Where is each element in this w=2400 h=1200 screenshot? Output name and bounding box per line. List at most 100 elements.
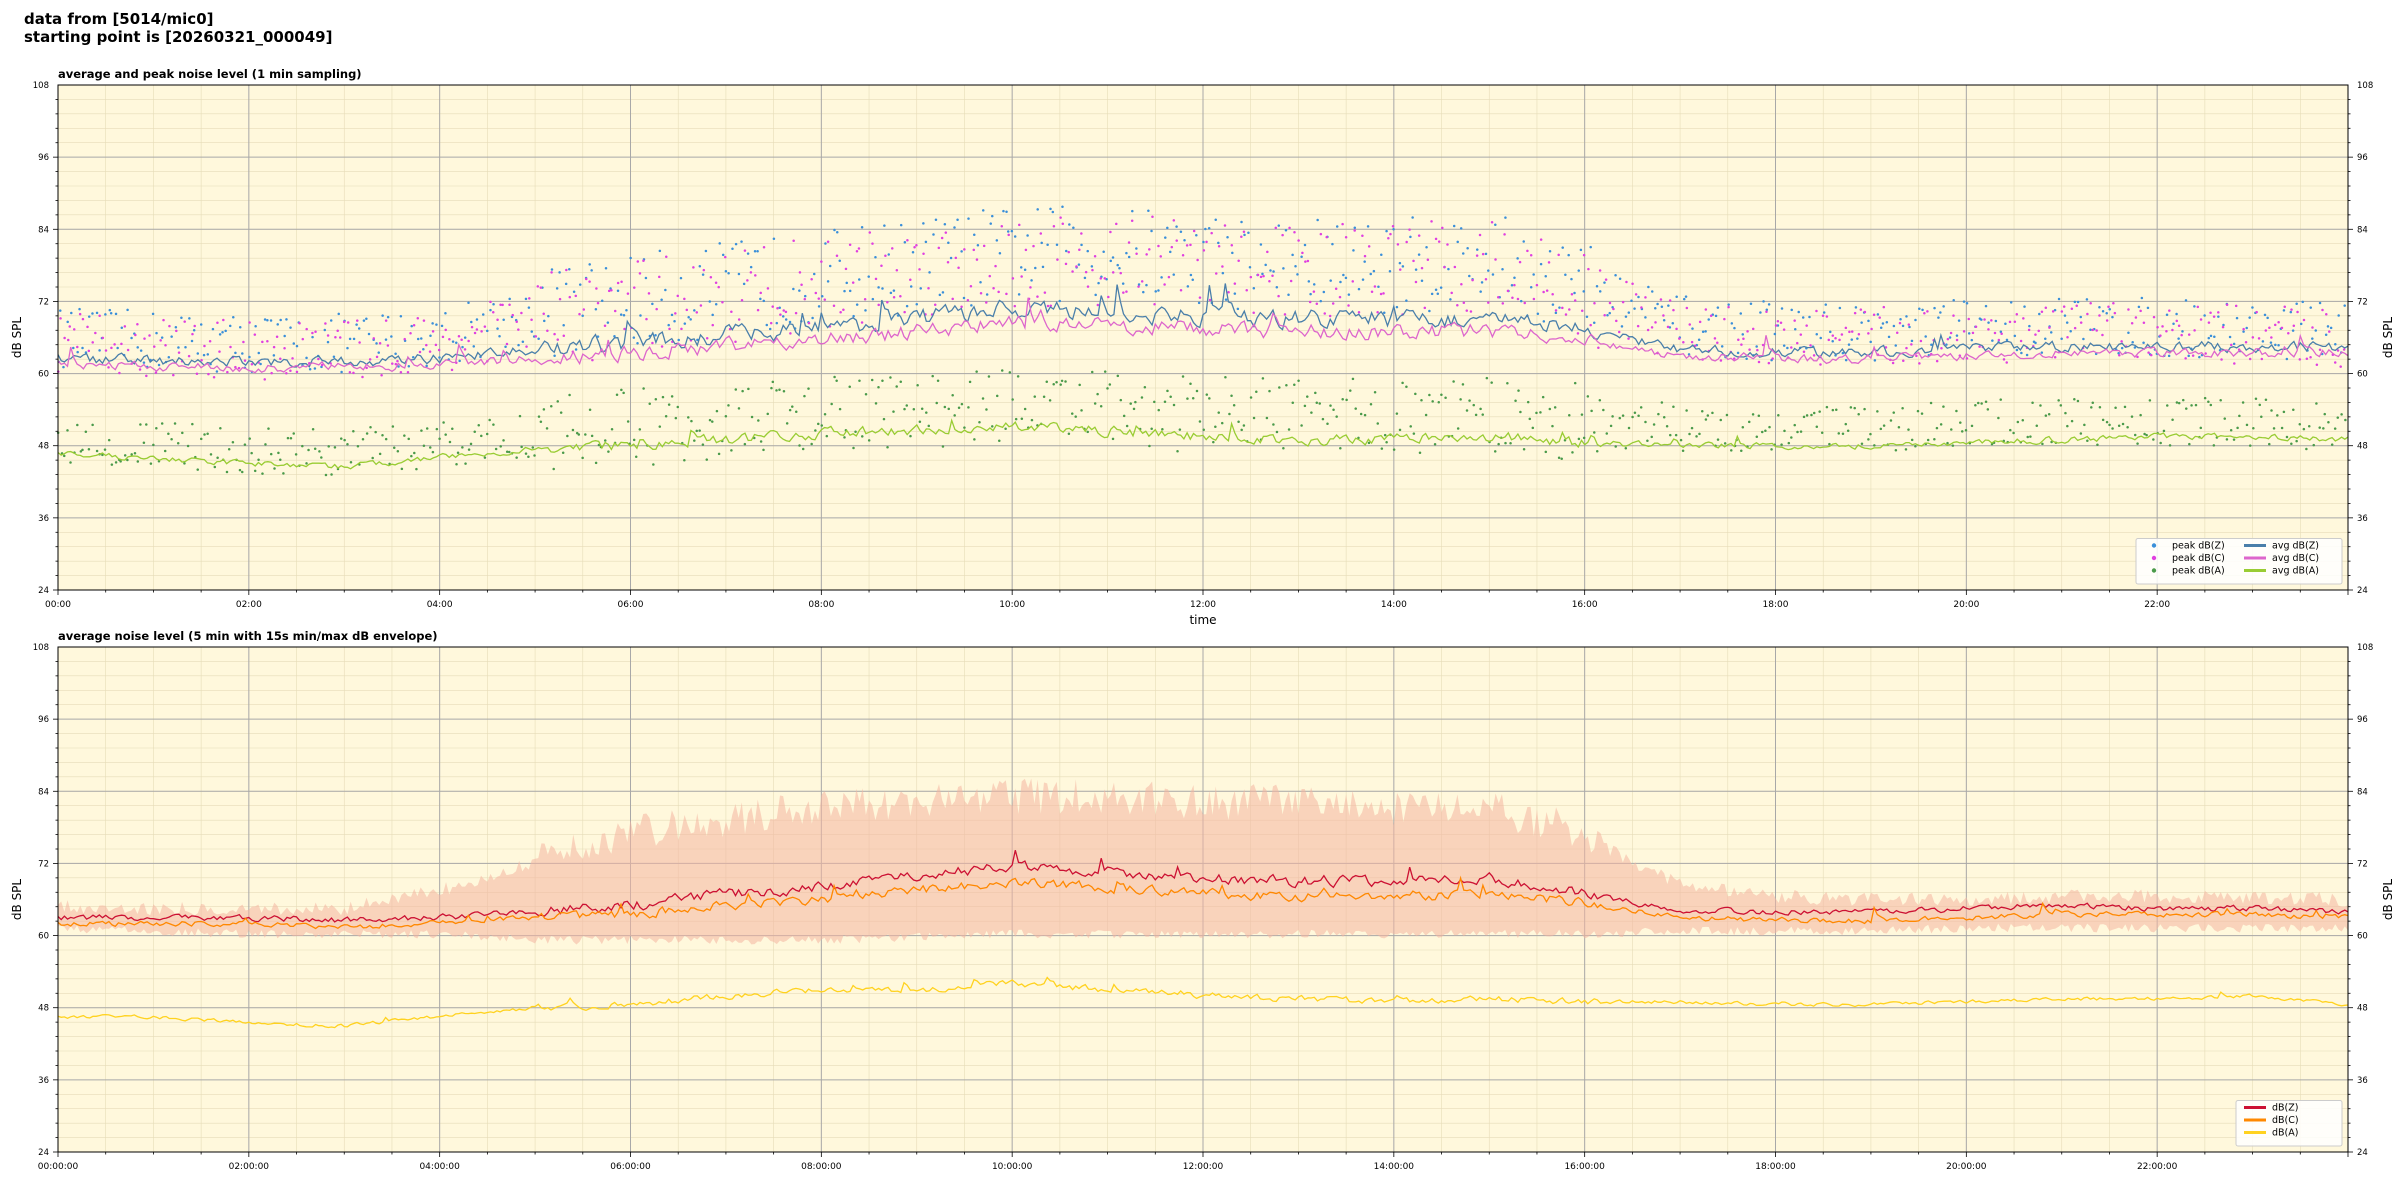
y-tick-label-left: 36 — [38, 514, 49, 524]
scatter-point — [2280, 326, 2284, 330]
scatter-point — [1484, 277, 1488, 281]
scatter-point — [2188, 442, 2191, 446]
scatter-point — [1684, 295, 1688, 298]
y-tick-label-right: 36 — [2357, 1076, 2368, 1086]
scatter-point — [2137, 305, 2141, 309]
scatter-point — [203, 433, 206, 436]
scatter-point — [717, 452, 721, 456]
scatter-point — [1838, 306, 1842, 310]
scatter-point — [596, 335, 600, 338]
scatter-point — [839, 311, 842, 314]
scatter-point — [679, 276, 683, 280]
scatter-point — [582, 308, 586, 311]
scatter-point — [324, 473, 328, 477]
scatter-point — [76, 345, 79, 349]
scatter-point — [912, 407, 916, 411]
scatter-point — [1815, 309, 1818, 313]
scatter-point — [2198, 355, 2201, 359]
scatter-point — [1757, 360, 1761, 364]
scatter-point — [1809, 344, 1812, 347]
scatter-point — [1701, 330, 1705, 334]
scatter-point — [705, 458, 709, 461]
scatter-point — [2312, 443, 2315, 447]
scatter-point — [953, 226, 956, 229]
scatter-point — [1373, 285, 1377, 288]
scatter-point — [1620, 325, 1624, 328]
scatter-point — [243, 443, 247, 446]
scatter-point — [695, 429, 698, 433]
scatter-point — [188, 317, 191, 320]
scatter-point — [2213, 335, 2216, 339]
scatter-point — [606, 321, 610, 324]
scatter-point — [1999, 330, 2003, 334]
scatter-point — [1604, 278, 1608, 281]
scatter-point — [320, 365, 323, 369]
scatter-point — [1208, 298, 1212, 302]
y-tick-label-left: 108 — [33, 643, 49, 653]
scatter-point — [1519, 299, 1523, 303]
scatter-point — [1532, 273, 1535, 276]
scatter-point — [919, 287, 922, 290]
scatter-point — [2091, 401, 2095, 405]
scatter-point — [489, 300, 492, 304]
scatter-point — [2251, 306, 2254, 309]
scatter-point — [1506, 382, 1509, 385]
scatter-point — [591, 358, 594, 362]
scatter-point — [1959, 421, 1962, 424]
scatter-point — [1456, 427, 1460, 430]
scatter-point — [2143, 432, 2146, 436]
scatter-point — [776, 307, 779, 310]
scatter-point — [2269, 341, 2273, 344]
scatter-point — [2016, 420, 2020, 424]
scatter-point — [431, 330, 435, 333]
scatter-point — [1064, 249, 1068, 253]
scatter-point — [1848, 330, 1851, 334]
scatter-point — [238, 468, 242, 472]
scatter-point — [2175, 319, 2179, 323]
scatter-point — [1332, 408, 1335, 411]
scatter-point — [1441, 226, 1444, 230]
scatter-point — [298, 322, 301, 325]
scatter-point — [170, 335, 173, 338]
scatter-point — [1323, 312, 1326, 315]
scatter-point — [610, 288, 613, 292]
x-tick-label: 22:00 — [2144, 600, 2170, 610]
scatter-point — [1196, 258, 1199, 262]
scatter-point — [889, 376, 892, 379]
scatter-point — [772, 237, 776, 241]
scatter-point — [1161, 427, 1164, 431]
scatter-point — [1608, 311, 1611, 315]
scatter-point — [403, 337, 406, 341]
scatter-point — [1548, 407, 1552, 411]
scatter-point — [855, 250, 859, 253]
scatter-point — [1539, 238, 1543, 241]
scatter-point — [1873, 444, 1876, 447]
scatter-point — [1183, 238, 1186, 242]
scatter-point — [2190, 404, 2193, 407]
scatter-point — [565, 268, 568, 272]
scatter-point — [654, 333, 657, 337]
scatter-point — [2232, 342, 2236, 346]
scatter-point — [70, 311, 73, 315]
scatter-point — [1484, 252, 1488, 256]
scatter-point — [769, 321, 773, 325]
scatter-point — [440, 324, 444, 328]
scatter-point — [947, 407, 950, 411]
scatter-point — [1207, 227, 1211, 230]
scatter-point — [1077, 263, 1081, 266]
scatter-point — [2228, 335, 2232, 339]
scatter-point — [307, 448, 310, 452]
scatter-point — [1841, 432, 1845, 435]
scatter-point — [1409, 235, 1412, 239]
scatter-point — [1952, 299, 1955, 302]
scatter-point — [1277, 224, 1281, 227]
scatter-point — [1420, 266, 1424, 270]
scatter-point — [702, 268, 706, 272]
scatter-point — [1080, 232, 1083, 235]
scatter-point — [810, 442, 813, 446]
header-source-line: data from [5014/mic0] — [24, 10, 214, 28]
scatter-point — [2242, 330, 2245, 333]
scatter-point — [2035, 424, 2039, 428]
scatter-point — [1373, 391, 1377, 394]
scatter-point — [455, 463, 458, 466]
